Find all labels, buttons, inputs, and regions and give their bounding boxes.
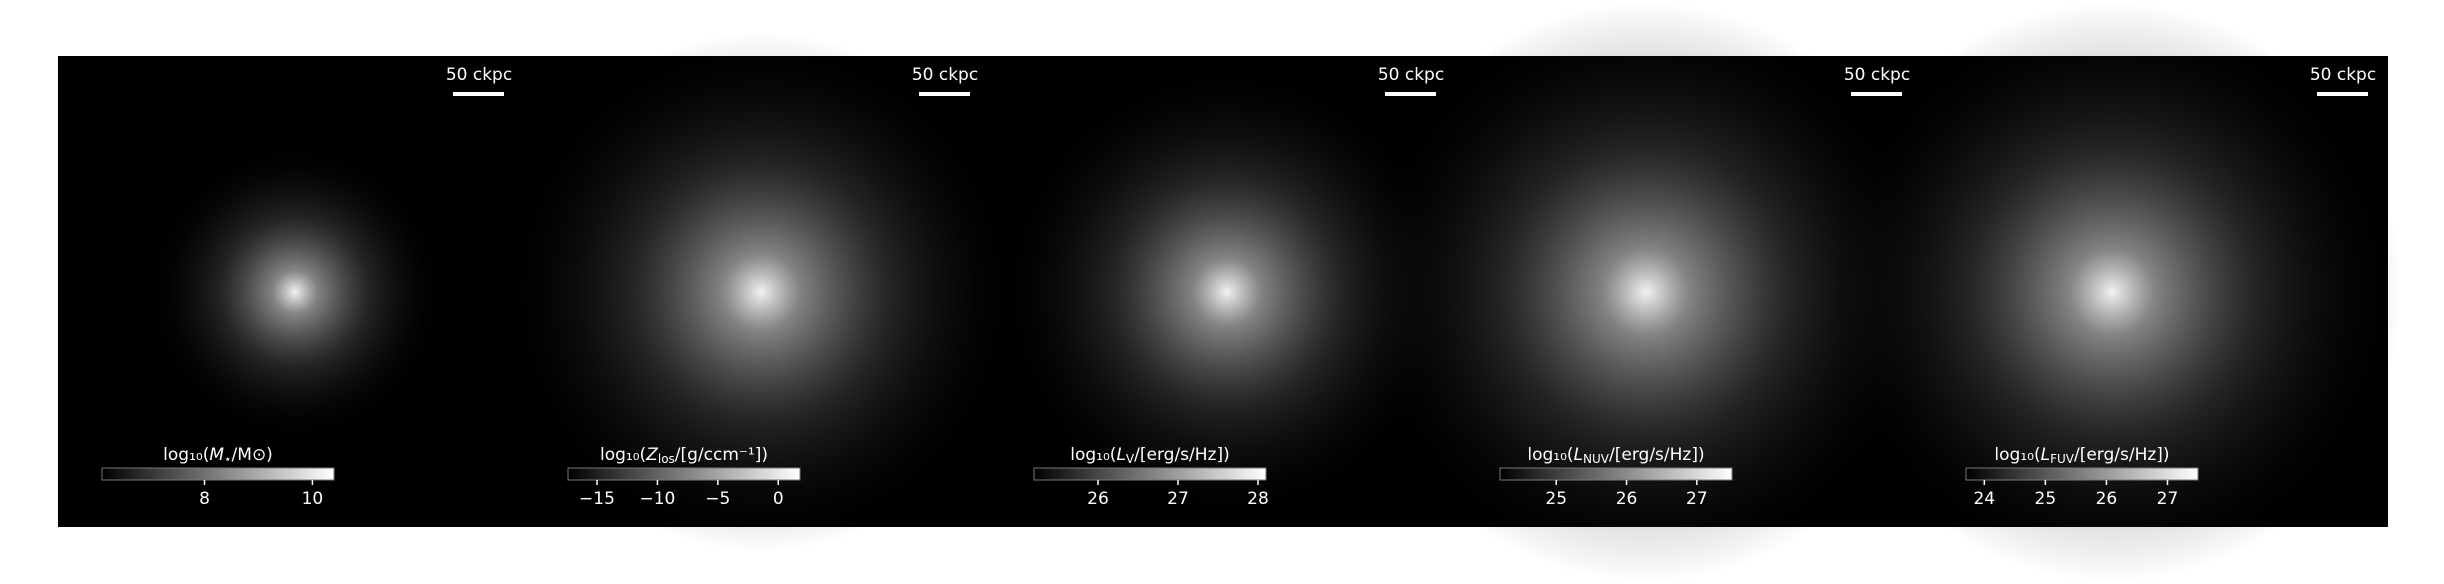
colorbar-label-part: ⋆	[224, 452, 232, 466]
colorbar-tick-label: 27	[1167, 489, 1189, 509]
colorbar-label-part: /[g/ccm⁻¹])	[675, 445, 768, 465]
colorbar-tick-label: 25	[1545, 489, 1567, 509]
colorbar-tick-label: 0	[773, 489, 784, 509]
colorbar-label-part: L	[1116, 445, 1125, 465]
colorbar-label: log₁₀(Zlos/[g/ccm⁻¹])	[600, 445, 768, 466]
panel: 50 ckpc log₁₀(M⋆/M⊙) 8 10	[101, 65, 512, 509]
colorbar-label-part: log₁₀(	[1527, 445, 1573, 465]
panel: 50 ckpc log₁₀(LNUV/[erg/s/Hz]) 25 26 27	[1356, 2, 1936, 582]
colorbar-label-part: log₁₀(	[163, 445, 209, 465]
colorbar-label-part: M	[209, 445, 224, 465]
colorbar	[101, 467, 335, 481]
colorbar-tick-label: 25	[2035, 489, 2057, 509]
colorbar	[1499, 467, 1733, 481]
colorbar-label: log₁₀(M⋆/M⊙)	[163, 445, 273, 466]
colorbar	[1033, 467, 1267, 481]
colorbar-label-part: Z	[645, 445, 658, 465]
colorbar-tick-label: 8	[199, 489, 210, 509]
scalebar-label: 50 ckpc	[446, 65, 512, 85]
colorbar-label-part: V	[1126, 452, 1135, 466]
colorbar-tick-label: 27	[1686, 489, 1708, 509]
colorbar-label-part: /[erg/s/Hz])	[1134, 445, 1230, 465]
colorbar	[567, 467, 801, 481]
colorbar-tick-label: 26	[2096, 489, 2118, 509]
emission-glow	[1822, 2, 2402, 582]
panel: 50 ckpc log₁₀(LV/[erg/s/Hz]) 26 27 28	[997, 62, 1457, 522]
panel: 50 ckpc log₁₀(LFUV/[erg/s/Hz]) 24 25 26 27	[1822, 2, 2402, 582]
scalebar-label: 50 ckpc	[2310, 65, 2376, 85]
colorbar-label-part: log₁₀(	[600, 445, 646, 465]
colorbar-label-part: los	[658, 452, 675, 466]
colorbar-label: log₁₀(LV/[erg/s/Hz])	[1070, 445, 1229, 466]
panel: 50 ckpc log₁₀(Zlos/[g/ccm⁻¹]) −15 −10 −5 0	[501, 32, 1021, 552]
colorbar-label-part: log₁₀(	[1070, 445, 1116, 465]
colorbar-label-part: /[erg/s/Hz])	[1609, 445, 1705, 465]
colorbar-tick-label: 26	[1616, 489, 1638, 509]
colorbar-label-part: FUV	[2050, 452, 2075, 466]
colorbar-tick-label: 27	[2157, 489, 2179, 509]
colorbar-tick-label: 26	[1087, 489, 1109, 509]
colorbar-label: log₁₀(LFUV/[erg/s/Hz])	[1994, 445, 2169, 466]
colorbar-tick-label: 24	[1973, 489, 1995, 509]
scalebar-label: 50 ckpc	[1378, 65, 1444, 85]
colorbar-label-part: L	[1574, 445, 1583, 465]
emission-glow	[501, 32, 1021, 552]
colorbar-label-part: L	[2041, 445, 2050, 465]
colorbar-label-part: /[erg/s/Hz])	[2074, 445, 2170, 465]
scalebar-label: 50 ckpc	[1844, 65, 1910, 85]
colorbar-label: log₁₀(LNUV/[erg/s/Hz])	[1527, 445, 1704, 466]
colorbar-tick-label: 10	[302, 489, 324, 509]
colorbar-label-part: NUV	[1583, 452, 1610, 466]
colorbar-tick-label: −15	[579, 489, 615, 509]
emission-glow	[997, 62, 1457, 522]
colorbar-label-part: /M⊙)	[232, 445, 273, 465]
scalebar-label: 50 ckpc	[912, 65, 978, 85]
colorbar-tick-label: −10	[639, 489, 675, 509]
colorbar-label-part: log₁₀(	[1994, 445, 2040, 465]
colorbar-tick-label: −5	[705, 489, 730, 509]
emission-glow	[1356, 2, 1936, 582]
colorbar	[1965, 467, 2199, 481]
emission-glow	[145, 142, 445, 442]
colorbar-tick-label: 28	[1247, 489, 1269, 509]
